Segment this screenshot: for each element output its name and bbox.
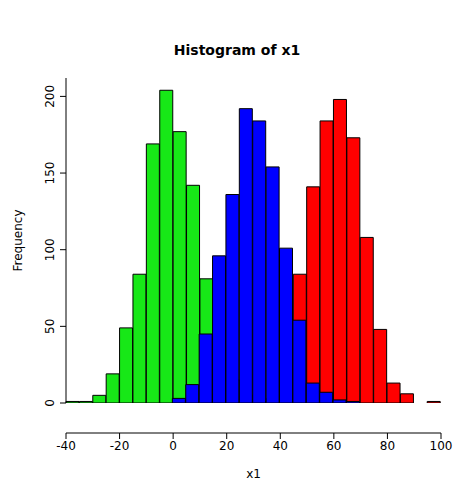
svg-text:100: 100 [43, 238, 57, 261]
svg-text:60: 60 [326, 439, 341, 453]
svg-text:40: 40 [273, 439, 288, 453]
svg-text:0: 0 [43, 399, 57, 407]
svg-text:20: 20 [219, 439, 234, 453]
svg-text:x1: x1 [246, 467, 261, 480]
svg-text:100: 100 [430, 439, 453, 453]
svg-text:200: 200 [43, 85, 57, 108]
svg-text:80: 80 [380, 439, 395, 453]
svg-text:0: 0 [169, 439, 177, 453]
svg-text:50: 50 [43, 319, 57, 334]
svg-text:-20: -20 [110, 439, 130, 453]
svg-text:150: 150 [43, 162, 57, 185]
svg-text:Frequency: Frequency [11, 210, 25, 272]
html-text:Histogram of x1: Histogram of x1 [173, 42, 301, 58]
svg-text:-40: -40 [56, 439, 76, 453]
